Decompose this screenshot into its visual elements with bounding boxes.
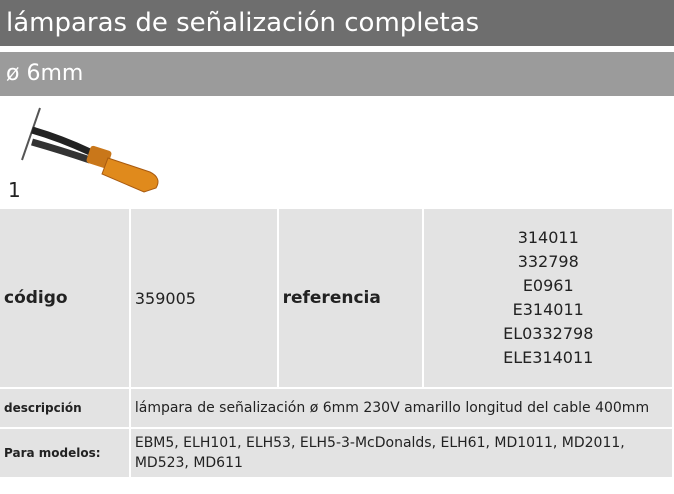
reference: EL0332798 — [503, 324, 594, 343]
reference: ELE314011 — [503, 348, 594, 367]
description-label: descripción — [0, 387, 131, 429]
code: 359005 — [129, 207, 279, 389]
subtitle: ø 6mm — [0, 52, 674, 96]
reference: 332798 — [517, 252, 579, 271]
spec-table: código 359005 referencia 314011 332798 E09… — [0, 207, 674, 479]
code-label: código — [0, 207, 131, 389]
reference-label: referencia — [277, 207, 425, 389]
models-label: Para modelos: — [0, 427, 131, 479]
title: lámparas de señalización completas — [0, 0, 674, 46]
models: EBM5, ELH101, ELH53, ELH5-3-McDonalds, E… — [129, 427, 674, 479]
reference: E0961 — [522, 276, 574, 295]
reference: 314011 — [517, 228, 579, 247]
reference: E314011 — [512, 300, 584, 319]
product-image — [21, 107, 159, 193]
description: lámpara de señalización ø 6mm 230V amari… — [129, 387, 674, 429]
references: 314011 332798 E0961 E314011 EL0332798 ELE3140… — [423, 207, 674, 389]
item-number: 1 — [8, 178, 21, 202]
